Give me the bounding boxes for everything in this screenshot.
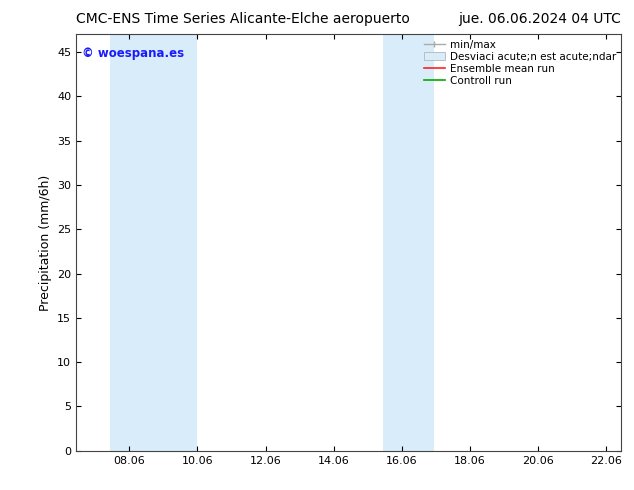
Text: © woespana.es: © woespana.es [82, 47, 184, 60]
Y-axis label: Precipitation (mm/6h): Precipitation (mm/6h) [39, 174, 51, 311]
Text: jue. 06.06.2024 04 UTC: jue. 06.06.2024 04 UTC [458, 12, 621, 26]
Bar [383, 34, 434, 451]
Text: CMC-ENS Time Series Alicante-Elche aeropuerto: CMC-ENS Time Series Alicante-Elche aerop… [76, 12, 410, 26]
Legend: min/max, Desviaci acute;n est acute;ndar, Ensemble mean run, Controll run: min/max, Desviaci acute;n est acute;ndar… [421, 36, 619, 89]
Bar [110, 34, 197, 451]
